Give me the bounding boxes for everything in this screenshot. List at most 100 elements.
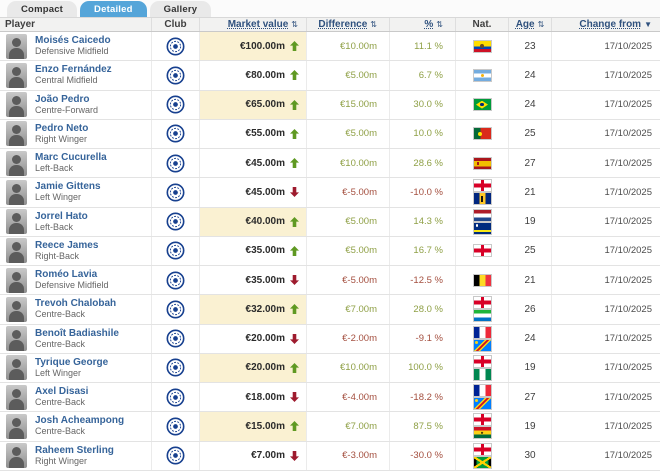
- player-name-link[interactable]: Reece James: [35, 239, 99, 251]
- player-avatar[interactable]: [6, 384, 27, 410]
- flag-england-icon: [472, 179, 492, 193]
- trend-down-icon: [290, 275, 299, 286]
- club-badge-icon[interactable]: [166, 154, 185, 173]
- club-badge-icon[interactable]: [166, 212, 185, 231]
- club-badge-icon[interactable]: [166, 417, 185, 436]
- player-name-link[interactable]: Enzo Fernández: [35, 64, 112, 76]
- player-name-link[interactable]: Roméo Lavia: [35, 269, 98, 281]
- player-cell: Trevoh Chalobah Centre-Back: [0, 295, 151, 323]
- club-badge-icon[interactable]: [166, 124, 185, 143]
- table-row: Jamie Gittens Left Winger €45.00m €-5.00…: [0, 178, 660, 208]
- sort-icon[interactable]: ⇅: [291, 20, 298, 29]
- club-badge-icon[interactable]: [166, 183, 185, 202]
- column-header-change-from[interactable]: Change from ▼: [551, 18, 660, 31]
- market-value: €35.00m: [245, 274, 285, 286]
- column-header-market-value[interactable]: Market value ⇅: [199, 18, 306, 31]
- sort-icon[interactable]: ⇅: [370, 20, 377, 29]
- flag-barbados-icon: [472, 192, 492, 206]
- player-name-link[interactable]: Jorrel Hato: [35, 210, 88, 222]
- change-from-sort-link[interactable]: Change from: [579, 19, 642, 30]
- player-name-link[interactable]: Moisés Caicedo: [35, 35, 111, 47]
- sort-icon[interactable]: ⇅: [436, 20, 443, 29]
- percent-value: 6.7 %: [389, 61, 455, 90]
- player-name-link[interactable]: Josh Acheampong: [35, 415, 125, 427]
- change-from-date: 17/10/2025: [551, 90, 660, 119]
- view-tabbar: Compact Detailed Gallery: [0, 0, 660, 17]
- percent-sort-link[interactable]: %: [424, 19, 434, 30]
- table-row: Marc Cucurella Left-Back €45.00m €10.00m…: [0, 149, 660, 179]
- club-badge-icon[interactable]: [166, 95, 185, 114]
- player-avatar[interactable]: [6, 179, 27, 205]
- player-avatar[interactable]: [6, 355, 27, 381]
- market-value-sort-link[interactable]: Market value: [227, 19, 289, 30]
- player-avatar[interactable]: [6, 238, 27, 264]
- club-badge-icon[interactable]: [166, 388, 185, 407]
- market-value: €18.00m: [245, 391, 285, 403]
- difference-sort-link[interactable]: Difference: [318, 19, 368, 30]
- flag-england-icon: [472, 244, 492, 258]
- player-name-link[interactable]: Pedro Neto: [35, 122, 89, 134]
- column-header-age[interactable]: Age ⇅: [508, 18, 551, 31]
- player-avatar[interactable]: [6, 33, 27, 59]
- age-sort-link[interactable]: Age: [515, 19, 535, 30]
- player-avatar[interactable]: [6, 443, 27, 469]
- player-info: Benoît Badiashile Centre-Back: [35, 328, 119, 350]
- club-badge-icon[interactable]: [166, 329, 185, 348]
- difference-value: €-2.00m: [306, 324, 389, 353]
- trend-icon-slot: [290, 99, 299, 110]
- club-badge-icon[interactable]: [166, 358, 185, 377]
- table-row: João Pedro Centre-Forward €65.00m €15.00…: [0, 90, 660, 120]
- player-name-link[interactable]: Marc Cucurella: [35, 152, 107, 164]
- trend-up-icon: [290, 158, 299, 169]
- tab-detailed[interactable]: Detailed: [80, 1, 147, 17]
- player-info: Trevoh Chalobah Centre-Back: [35, 298, 116, 320]
- market-value-cell: €80.00m: [199, 61, 306, 90]
- player-info: Marc Cucurella Left-Back: [35, 152, 107, 174]
- nation-flags: [455, 149, 508, 178]
- column-header-difference[interactable]: Difference ⇅: [306, 18, 389, 31]
- player-avatar[interactable]: [6, 296, 27, 322]
- trend-up-icon: [290, 128, 299, 139]
- player-info: Moisés Caicedo Defensive Midfield: [35, 35, 111, 57]
- flag-england-icon: [472, 296, 492, 310]
- player-name-link[interactable]: Tyrique George: [35, 356, 109, 368]
- player-avatar[interactable]: [6, 267, 27, 293]
- player-name-link[interactable]: Axel Disasi: [35, 386, 89, 398]
- tab-compact[interactable]: Compact: [7, 1, 78, 17]
- table-row: Jorrel Hato Left-Back €40.00m €5.00m 14.…: [0, 207, 660, 237]
- change-from-date: 17/10/2025: [551, 324, 660, 353]
- player-avatar[interactable]: [6, 92, 27, 118]
- player-avatar[interactable]: [6, 413, 27, 439]
- column-header-percent[interactable]: % ⇅: [389, 18, 455, 31]
- club-badge-icon[interactable]: [166, 66, 185, 85]
- nation-flags: [455, 119, 508, 148]
- player-avatar[interactable]: [6, 62, 27, 88]
- player-position: Defensive Midfield: [35, 280, 109, 291]
- market-value-cell: €55.00m: [199, 119, 306, 148]
- player-name-link[interactable]: Benoît Badiashile: [35, 327, 119, 339]
- sort-icon[interactable]: ⇅: [537, 20, 545, 29]
- player-position: Centre-Back: [35, 397, 86, 408]
- player-avatar[interactable]: [6, 150, 27, 176]
- player-name-link[interactable]: Jamie Gittens: [35, 181, 101, 193]
- player-avatar[interactable]: [6, 121, 27, 147]
- tab-gallery[interactable]: Gallery: [149, 1, 212, 17]
- age-value: 23: [508, 32, 551, 61]
- club-badge-icon[interactable]: [166, 37, 185, 56]
- difference-value: €-4.00m: [306, 383, 389, 412]
- player-name-link[interactable]: João Pedro: [35, 93, 90, 105]
- club-badge-icon[interactable]: [166, 241, 185, 260]
- market-value-cell: €20.00m: [199, 353, 306, 382]
- market-value-cell: €35.00m: [199, 266, 306, 295]
- player-avatar[interactable]: [6, 209, 27, 235]
- sorted-desc-icon[interactable]: ▼: [644, 20, 652, 29]
- player-name-link[interactable]: Trevoh Chalobah: [35, 298, 117, 310]
- club-badge-icon[interactable]: [166, 446, 185, 465]
- club-badge-icon[interactable]: [166, 300, 185, 319]
- player-cell: Tyrique George Left Winger: [0, 354, 151, 382]
- club-badge-icon[interactable]: [166, 271, 185, 290]
- difference-value: €7.00m: [306, 295, 389, 324]
- club-cell: [151, 441, 199, 470]
- player-avatar[interactable]: [6, 326, 27, 352]
- player-name-link[interactable]: Raheem Sterling: [35, 444, 114, 456]
